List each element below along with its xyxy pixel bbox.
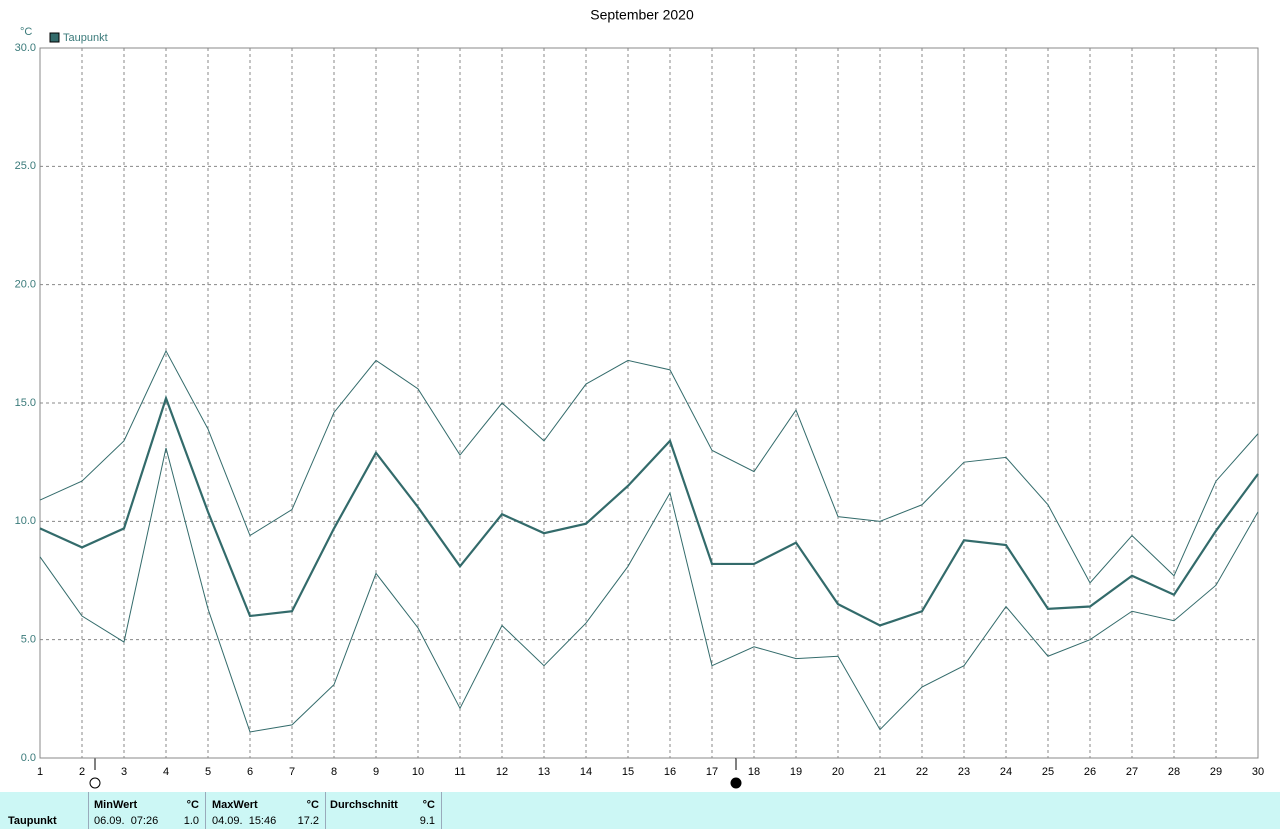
- x-tick-label: 30: [1252, 766, 1264, 778]
- legend-label: Taupunkt: [63, 32, 108, 44]
- header: Durchschnitt: [330, 799, 398, 811]
- x-tick-label: 7: [289, 766, 295, 778]
- new-moon-icon: [730, 777, 742, 789]
- y-tick-label: 0.0: [21, 752, 36, 764]
- x-tick-label: 27: [1126, 766, 1138, 778]
- x-tick-label: 3: [121, 766, 127, 778]
- unit: °C: [186, 799, 199, 811]
- x-tick-label: 17: [706, 766, 718, 778]
- y-tick-label: 30.0: [15, 42, 36, 54]
- x-tick-label: 9: [373, 766, 379, 778]
- x-tick-label: 5: [205, 766, 211, 778]
- x-tick-label: 8: [331, 766, 337, 778]
- x-tick-label: 1: [37, 766, 43, 778]
- x-tick-label: 2: [79, 766, 85, 778]
- x-tick-label: 11: [454, 766, 465, 778]
- chart: September 2020 °C 0.0 5.0 10.0 15.0 20.0 25.0…: [15, 7, 1264, 789]
- x-tick-label: 23: [958, 766, 970, 778]
- x-tick-label: 6: [247, 766, 253, 778]
- y-tick-label: 25.0: [15, 160, 36, 172]
- x-tick-label: 18: [748, 766, 760, 778]
- x-tick-label: 29: [1210, 766, 1222, 778]
- stats-min: MinWert °C 06.09. 07:26 1.0: [88, 792, 206, 829]
- stats-avg: Durchschnitt °C 9.1: [326, 792, 442, 829]
- value: 1.0: [183, 815, 199, 827]
- x-tick-label: 13: [538, 766, 550, 778]
- unit: °C: [422, 799, 435, 811]
- value: 17.2: [297, 815, 319, 827]
- x-tick-label: 14: [580, 766, 592, 778]
- data-line: [39, 349, 1259, 584]
- header: MinWert: [94, 799, 138, 811]
- data-line: [39, 394, 1259, 627]
- x-tick-label: 15: [622, 766, 634, 778]
- x-tick-label: 28: [1168, 766, 1180, 778]
- x-tick-label: 16: [664, 766, 676, 778]
- y-unit: °C: [20, 26, 32, 38]
- x-tick-label: 10: [412, 766, 424, 778]
- y-tick-label: 15.0: [15, 397, 36, 409]
- y-tick-label: 20.0: [15, 279, 36, 291]
- x-tick-label: 12: [496, 766, 508, 778]
- time: 06.09. 07:26: [94, 815, 159, 827]
- row-label: Taupunkt: [8, 815, 57, 827]
- chart-title: September 2020: [590, 7, 694, 23]
- y-tick-label: 5.0: [21, 634, 36, 646]
- stats-row-label: Taupunkt: [0, 792, 89, 829]
- header: MaxWert: [212, 799, 258, 811]
- stats-max: MaxWert °C 04.09. 15:46 17.2: [206, 792, 326, 829]
- y-tick-label: 10.0: [15, 515, 36, 527]
- value: 9.1: [419, 815, 435, 827]
- unit: °C: [306, 799, 319, 811]
- x-tick-label: 19: [790, 766, 802, 778]
- x-tick-label: 24: [1000, 766, 1012, 778]
- stats-table: Taupunkt MinWert °C 06.09. 07:26 1.0 Max…: [0, 792, 1280, 829]
- full-moon-icon: [89, 777, 101, 789]
- x-tick-label: 4: [163, 766, 169, 778]
- data-line: [39, 447, 1259, 733]
- legend-swatch: [49, 32, 60, 43]
- x-tick-label: 25: [1042, 766, 1054, 778]
- x-tick-label: 22: [916, 766, 928, 778]
- x-tick-label: 21: [874, 766, 886, 778]
- time: 04.09. 15:46: [212, 815, 277, 827]
- x-tick-label: 20: [832, 766, 844, 778]
- x-tick-label: 26: [1084, 766, 1096, 778]
